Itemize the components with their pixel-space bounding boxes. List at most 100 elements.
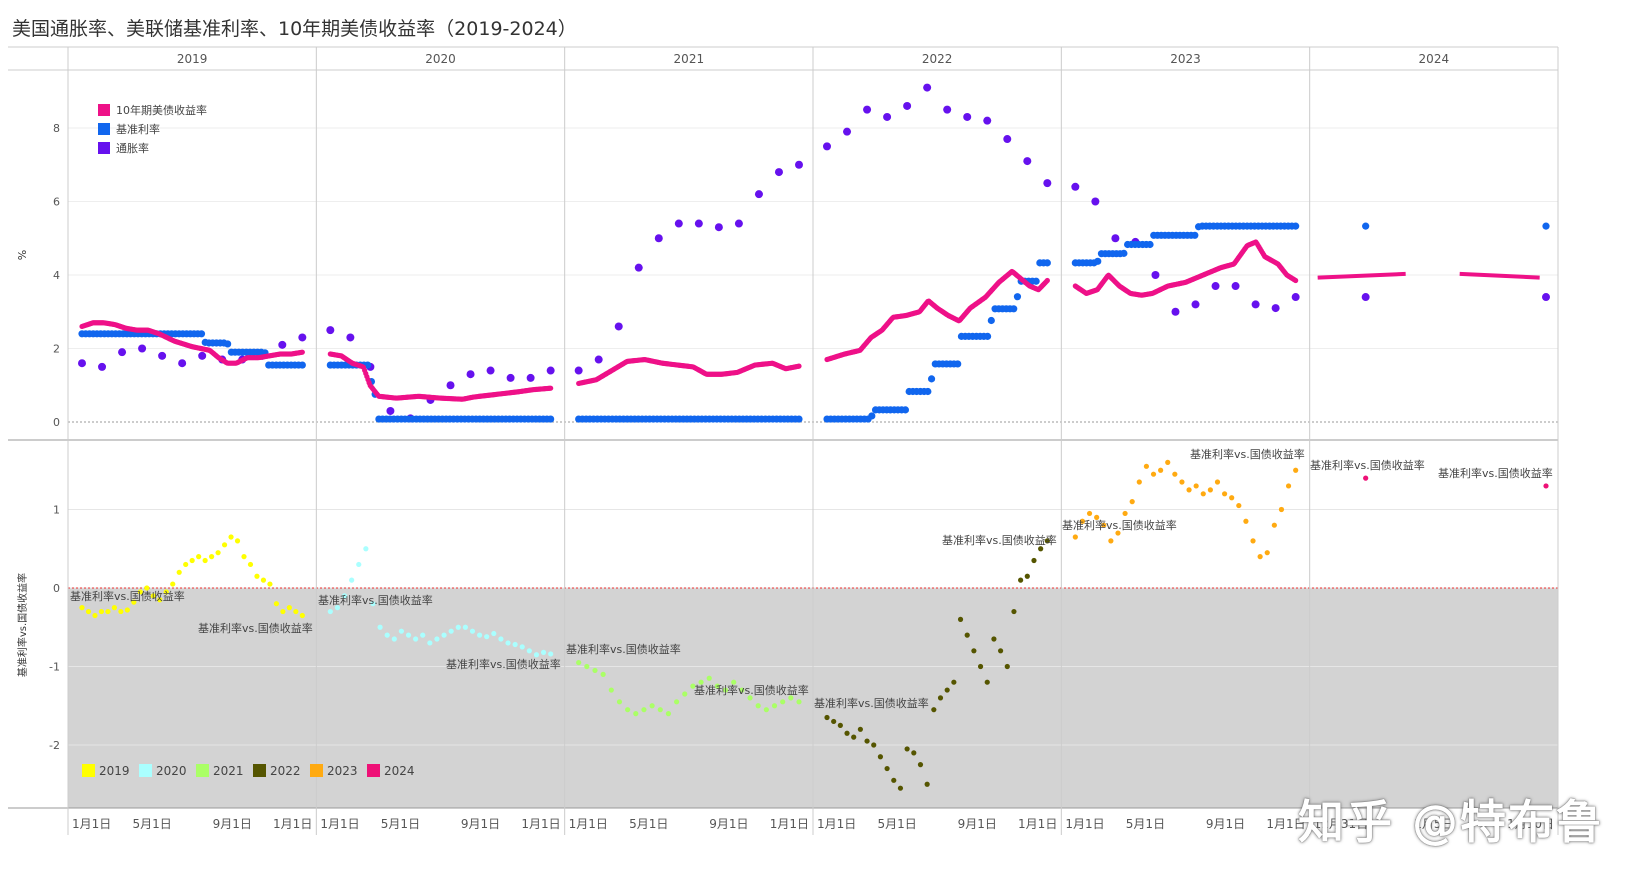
spread-point-2020 — [405, 632, 412, 638]
spread-point-2023 — [1136, 479, 1142, 485]
spread-point-2020 — [398, 628, 405, 634]
x-tick-label: 1月1日 — [72, 817, 111, 831]
panel-header: 2020 — [425, 52, 456, 66]
spread-point-2019 — [85, 608, 92, 615]
year-legend-swatch — [196, 764, 209, 777]
legend-swatch — [98, 142, 110, 154]
inflation-point — [923, 83, 932, 92]
spread-point-2020 — [349, 577, 355, 583]
spread-point-2021 — [633, 711, 639, 717]
spread-point-2024 — [1363, 475, 1369, 481]
spread-point-2023 — [1143, 463, 1150, 469]
spread-annotation: 基准利率vs.国债收益率 — [198, 621, 313, 635]
fed-rate-point — [224, 340, 232, 348]
spread-point-2022 — [917, 762, 924, 768]
spread-point-2019 — [137, 589, 143, 595]
spread-point-2019 — [170, 581, 176, 587]
spread-point-2020 — [356, 561, 362, 568]
inflation-point — [574, 366, 583, 375]
fed-rate-point — [1292, 222, 1300, 230]
spread-point-2020 — [377, 624, 383, 630]
legend-label: 基准利率 — [116, 122, 160, 136]
spread-point-2019 — [183, 561, 189, 568]
spread-point-2020 — [548, 651, 554, 657]
spread-point-2020 — [491, 630, 497, 637]
spread-point-2020 — [427, 640, 433, 646]
inflation-point — [278, 340, 287, 349]
year-legend-label: 2019 — [99, 764, 130, 778]
year-legend-swatch — [367, 764, 380, 777]
spread-point-2020 — [420, 632, 426, 638]
spread-point-2019 — [202, 557, 208, 564]
spread-point-2021 — [576, 659, 582, 666]
year-legend-label: 2022 — [270, 764, 301, 778]
spread-point-2021 — [665, 711, 672, 717]
spread-point-2020 — [519, 644, 525, 650]
fed-rate-point — [1013, 293, 1022, 301]
inflation-point — [346, 333, 355, 342]
spread-point-2020 — [526, 648, 532, 654]
spread-point-2022 — [964, 632, 970, 638]
spread-point-2019 — [98, 608, 105, 615]
spread-point-2023 — [1200, 491, 1206, 497]
spread-point-2023 — [1293, 467, 1299, 473]
spread-point-2022 — [864, 738, 870, 744]
spread-point-2022 — [957, 616, 964, 623]
spread-point-2023 — [1179, 479, 1185, 485]
inflation-point — [506, 373, 515, 382]
x-tick-label: 1月1日 — [1266, 817, 1305, 831]
inflation-point — [883, 112, 892, 121]
inflation-point — [1191, 300, 1200, 309]
spread-point-2019 — [267, 581, 273, 587]
spread-point-2019 — [286, 605, 292, 611]
x-tick-label: 1月1日 — [273, 817, 312, 831]
spread-point-2019 — [260, 577, 267, 583]
year-legend-swatch — [139, 764, 152, 777]
inflation-point — [983, 116, 992, 125]
spread-point-2020 — [462, 624, 468, 630]
spread-point-2019 — [144, 585, 150, 591]
inflation-point — [654, 234, 663, 243]
x-tick-label: 5月1日 — [629, 817, 668, 831]
fed-rate-point — [298, 361, 306, 369]
spread-annotation: 基准利率vs.国债收益率 — [1438, 466, 1553, 480]
spread-point-2019 — [228, 534, 234, 540]
spread-point-2022 — [997, 648, 1004, 654]
fed-rate-point — [1032, 277, 1040, 285]
fed-rate-point — [954, 360, 962, 368]
legend-swatch — [98, 104, 110, 116]
fed-rate-point — [795, 415, 803, 423]
inflation-point — [1231, 282, 1240, 291]
spread-point-2023 — [1072, 534, 1078, 540]
spread-point-2023 — [1250, 538, 1256, 544]
spread-point-2021 — [641, 707, 647, 713]
inflation-point — [1071, 182, 1080, 191]
spread-point-2022 — [911, 750, 917, 756]
inflation-point — [446, 381, 455, 390]
treasury-yield-point — [796, 363, 802, 369]
year-legend-swatch — [253, 764, 266, 777]
inflation-point — [963, 112, 972, 121]
year-legend-label: 2024 — [384, 764, 415, 778]
fed-rate-point — [1010, 305, 1018, 313]
spread-point-2019 — [105, 608, 111, 615]
spread-point-2020 — [363, 546, 369, 552]
spread-point-2023 — [1165, 459, 1171, 465]
inflation-point — [198, 351, 207, 360]
spread-annotation: 基准利率vs.国债收益率 — [694, 683, 809, 697]
top-y-tick-label: 4 — [53, 269, 60, 282]
spread-point-2021 — [584, 663, 590, 670]
spread-point-2022 — [904, 746, 910, 752]
top-y-axis-title: % — [16, 250, 29, 260]
spread-point-2020 — [512, 641, 518, 648]
spread-point-2023 — [1108, 538, 1114, 544]
inflation-point — [326, 326, 335, 335]
watermark: 知乎 @特布鲁 — [1298, 795, 1605, 849]
fed-rate-point — [1146, 240, 1154, 249]
spread-point-2020 — [434, 636, 440, 642]
spread-point-2019 — [241, 554, 247, 560]
spread-point-2019 — [131, 599, 137, 605]
fed-rate-point — [924, 387, 932, 396]
inflation-point — [734, 219, 743, 228]
spread-point-2023 — [1236, 502, 1242, 509]
